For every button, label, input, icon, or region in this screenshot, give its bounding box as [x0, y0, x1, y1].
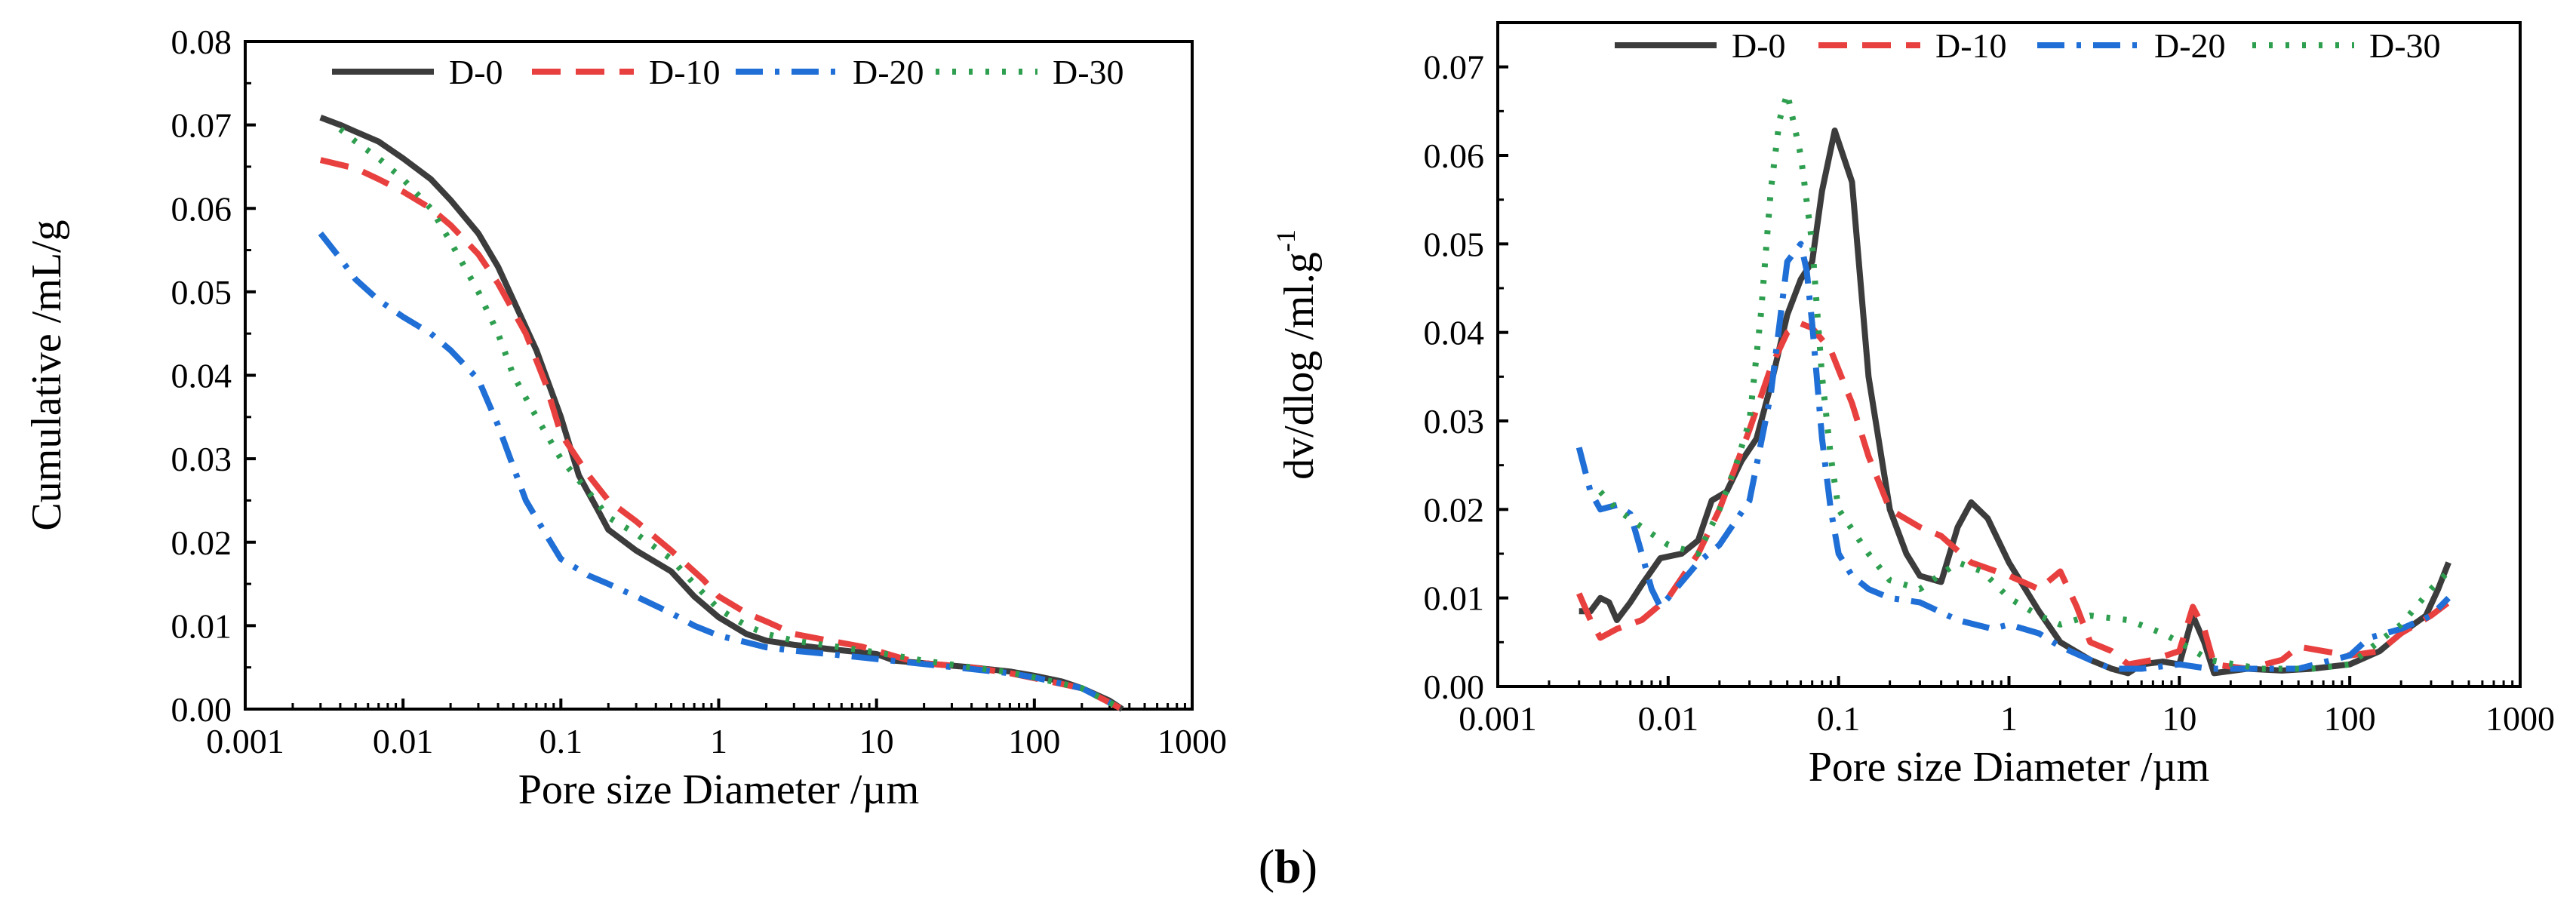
y-axis-title-superscript: -1 — [1271, 229, 1301, 252]
x-tick-label: 10 — [859, 722, 894, 760]
x-tick-label: 0.1 — [1817, 699, 1861, 738]
legend-label-d-10: D-10 — [1935, 26, 2007, 65]
dvdlog-chart: 0.001 0.01 0.1 1 10 100 1000 0.00 0.01 0.02 0.03 0.… — [1271, 21, 2555, 791]
legend-label-d-10: D-10 — [649, 53, 721, 91]
x-tick-label: 100 — [2324, 699, 2376, 738]
y-tick-label: 0.03 — [1424, 402, 1485, 441]
y-tick-label: 0.07 — [171, 106, 232, 145]
y-tick-label: 0.04 — [171, 357, 232, 395]
series-d-30-line — [338, 127, 1124, 712]
x-tick-label: 10 — [2162, 699, 2196, 738]
x-tick-label: 1 — [2000, 699, 2018, 738]
legend-label-d-20: D-20 — [2154, 26, 2226, 65]
legend-label-d-30: D-30 — [1053, 53, 1124, 91]
series-d-0-line — [1578, 127, 2452, 677]
x-tick-label: 0.001 — [206, 722, 284, 760]
series-d-10-line — [319, 157, 1124, 712]
y-tick-label: 0.06 — [171, 189, 232, 228]
y-axis-title: Cumulative /mL/g — [23, 220, 70, 530]
x-axis-title: Pore size Diameter /µm — [518, 766, 919, 813]
x-tick-label: 0.01 — [373, 722, 434, 760]
legend-label-d-20: D-20 — [853, 53, 924, 91]
x-tick-label: 1000 — [2485, 699, 2555, 738]
legend: D-0 D-10 D-20 D-30 — [1615, 26, 2441, 65]
plot-frame — [244, 40, 1194, 711]
y-tick-label: 0.01 — [171, 607, 232, 645]
series-d-20-line — [1575, 241, 2451, 672]
y-tick-label: 0.01 — [1424, 579, 1485, 618]
x-tick-label: 1 — [710, 722, 727, 760]
legend-label-d-0: D-0 — [1732, 26, 1786, 65]
series-d-0-line — [319, 114, 1124, 712]
y-tick-label: 0.00 — [171, 690, 232, 729]
series-d-30-line — [1598, 90, 2451, 672]
y-tick-label: 0.06 — [1424, 137, 1485, 175]
y-tick-label: 0.07 — [1424, 48, 1485, 87]
y-axis-title: dv/dlog /ml.g-1 — [1271, 229, 1323, 480]
y-tick-label: 0.02 — [171, 524, 232, 562]
y-tick-label: 0.04 — [1424, 314, 1485, 352]
y-tick-label: 0.05 — [171, 273, 232, 312]
figure-caption: (b) — [1259, 840, 1317, 893]
cumulative-chart: 0.001 0.01 0.1 1 10 100 1000 0.00 0.01 0.02 0.03 0.… — [23, 23, 1227, 813]
legend-label-d-30: D-30 — [2369, 26, 2441, 65]
series-d-10-line — [1576, 320, 2451, 672]
y-tick-label: 0.08 — [171, 23, 232, 61]
x-tick-label: 100 — [1008, 722, 1060, 760]
y-tick-label: 0.00 — [1424, 668, 1485, 706]
legend: D-0 D-10 D-20 D-30 — [332, 53, 1124, 91]
y-tick-label: 0.05 — [1424, 225, 1485, 263]
x-tick-label: 0.01 — [1638, 699, 1699, 738]
y-tick-label: 0.03 — [171, 440, 232, 478]
series-d-20-line — [318, 231, 1124, 712]
x-axis-title: Pore size Diameter /µm — [1809, 744, 2209, 791]
x-tick-label: 0.001 — [1459, 699, 1537, 738]
x-tick-label: 0.1 — [539, 722, 583, 760]
x-tick-label: 1000 — [1157, 722, 1227, 760]
y-tick-label: 0.02 — [1424, 490, 1485, 529]
legend-label-d-0: D-0 — [449, 53, 503, 91]
